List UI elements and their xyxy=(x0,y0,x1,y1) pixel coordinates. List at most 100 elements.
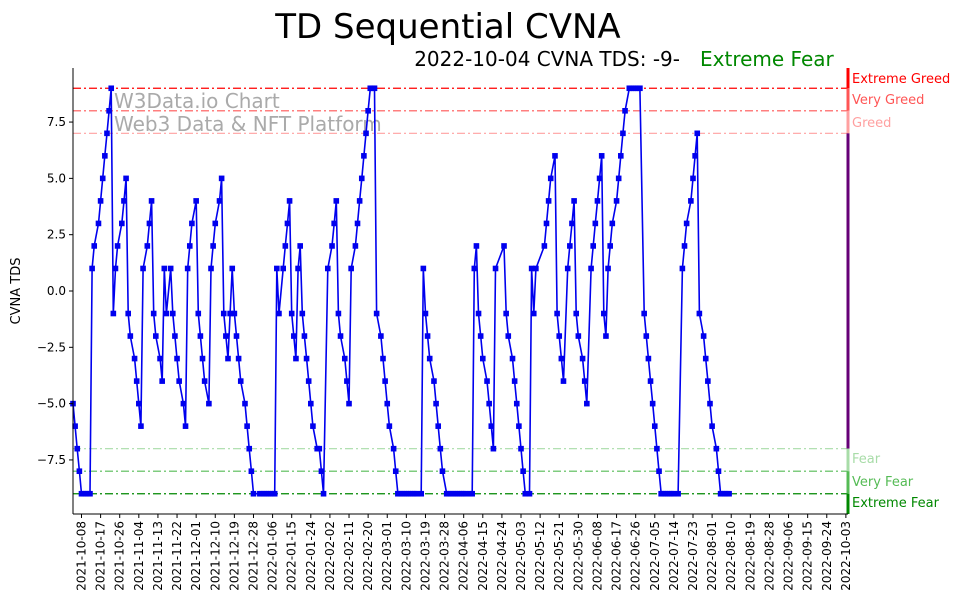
data-point-46 xyxy=(182,423,189,429)
data-point-186 xyxy=(530,310,537,317)
data-point-217 xyxy=(613,198,620,204)
x-tick-label: 2021-10-17 xyxy=(94,521,108,591)
data-point-93 xyxy=(297,243,303,249)
x-tick-label: 2021-10-08 xyxy=(75,521,89,591)
data-point-96 xyxy=(303,355,310,362)
chart-subtitle: 2022-10-04 CVNA TDS: -9- xyxy=(414,47,680,71)
bar-neutral xyxy=(846,133,850,449)
x-tick-label: 2022-06-08 xyxy=(591,521,605,591)
data-point-87 xyxy=(284,220,291,227)
data-point-201 xyxy=(573,310,580,317)
data-point-242 xyxy=(671,490,677,497)
data-point-167 xyxy=(477,333,484,339)
data-point-53 xyxy=(199,355,206,362)
data-point-99 xyxy=(310,423,316,429)
bar-very-greed xyxy=(846,88,850,111)
data-point-10 xyxy=(91,243,98,249)
data-point-33 xyxy=(148,198,155,204)
data-point-208 xyxy=(592,220,599,227)
data-point-194 xyxy=(556,333,563,339)
data-point-188 xyxy=(541,243,548,249)
data-point-59 xyxy=(216,198,223,204)
data-point-90 xyxy=(291,333,297,339)
data-point-92 xyxy=(295,265,301,272)
data-point-115 xyxy=(354,220,361,227)
watermark-line-2: Web3 Data & NFT Platform xyxy=(114,112,382,136)
data-point-176 xyxy=(505,333,512,339)
data-point-182 xyxy=(520,468,526,475)
data-point-127 xyxy=(382,378,388,384)
data-point-123 xyxy=(371,85,378,92)
data-point-102 xyxy=(318,468,325,475)
y-tick-label: 5.0 xyxy=(47,171,66,185)
data-point-250 xyxy=(694,130,701,137)
x-tick-label: 2022-05-12 xyxy=(533,521,547,591)
data-point-58 xyxy=(212,220,219,227)
data-point-106 xyxy=(331,220,337,227)
data-point-21 xyxy=(119,220,125,227)
data-point-143 xyxy=(420,265,427,272)
data-point-98 xyxy=(308,400,314,407)
data-point-129 xyxy=(386,423,393,429)
data-point-11 xyxy=(95,220,102,227)
data-point-263 xyxy=(726,490,732,497)
data-point-91 xyxy=(293,355,299,362)
y-axis-label: CVNA TDS xyxy=(9,258,24,325)
data-point-255 xyxy=(707,400,713,407)
data-point-179 xyxy=(513,400,520,407)
data-point-105 xyxy=(329,243,335,249)
data-point-146 xyxy=(426,355,433,362)
data-point-128 xyxy=(384,400,391,407)
data-point-196 xyxy=(560,378,567,384)
data-point-25 xyxy=(127,333,134,339)
data-point-63 xyxy=(225,355,231,362)
y-tick-label: −2.5 xyxy=(37,340,66,354)
data-point-101 xyxy=(316,445,323,452)
data-point-205 xyxy=(584,400,590,407)
data-point-171 xyxy=(488,423,495,429)
data-point-245 xyxy=(681,243,688,249)
data-point-112 xyxy=(346,400,352,407)
data-point-210 xyxy=(596,175,603,182)
x-tick-label: 2022-08-10 xyxy=(724,521,738,591)
chart-title: TD Sequential CVNA xyxy=(274,7,620,47)
data-point-83 xyxy=(274,265,280,272)
data-point-148 xyxy=(433,400,439,407)
data-point-258 xyxy=(715,468,722,475)
x-tick-label: 2022-05-21 xyxy=(552,521,566,591)
x-tick-label: 2022-03-19 xyxy=(419,521,433,591)
data-point-141 xyxy=(414,490,420,497)
data-point-170 xyxy=(486,400,492,407)
data-point-12 xyxy=(97,198,104,204)
data-point-175 xyxy=(503,310,509,317)
data-point-254 xyxy=(705,378,711,384)
data-point-49 xyxy=(189,220,195,227)
data-point-43 xyxy=(174,355,180,362)
x-tick-label: 2022-04-15 xyxy=(476,521,490,591)
very-fear-label: Very Fear xyxy=(852,475,914,490)
data-point-213 xyxy=(603,333,609,339)
data-point-163 xyxy=(469,490,475,497)
data-point-55 xyxy=(206,400,212,407)
extreme-fear-label: Extreme Fear xyxy=(852,496,940,511)
data-point-14 xyxy=(102,153,108,159)
data-point-173 xyxy=(492,265,499,272)
x-tick-label: 2022-01-15 xyxy=(285,521,299,591)
data-point-198 xyxy=(567,243,573,249)
y-tick-label: −7.5 xyxy=(37,453,66,467)
data-point-195 xyxy=(558,355,565,362)
data-point-215 xyxy=(607,243,613,249)
data-point-9 xyxy=(89,265,95,272)
data-point-103 xyxy=(320,490,327,497)
data-point-244 xyxy=(679,265,686,272)
data-point-221 xyxy=(622,107,628,114)
y-tick-label: −5.0 xyxy=(37,397,66,411)
data-point-109 xyxy=(337,333,344,339)
data-point-256 xyxy=(709,423,715,429)
very-greed-label: Very Greed xyxy=(852,93,924,108)
data-point-246 xyxy=(683,220,690,227)
data-point-168 xyxy=(479,355,486,362)
data-point-131 xyxy=(392,468,399,475)
x-tick-label: 2022-07-23 xyxy=(686,521,700,591)
data-point-166 xyxy=(475,310,482,317)
